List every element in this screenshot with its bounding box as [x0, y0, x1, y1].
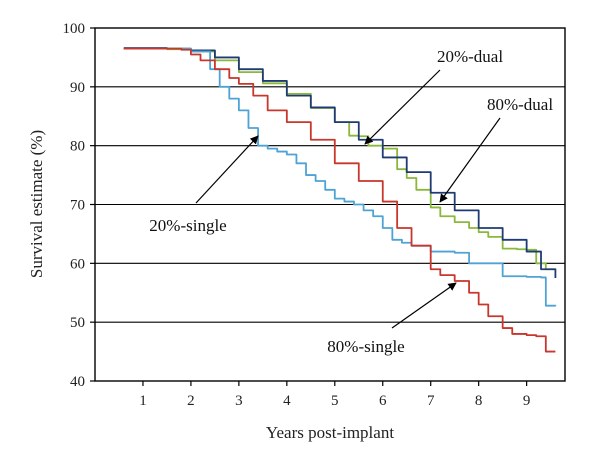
gridlines	[95, 86, 565, 323]
y-tick-label: 80	[70, 139, 85, 155]
y-axis-label: Survival estimate (%)	[27, 130, 46, 278]
y-tick-label: 40	[70, 374, 85, 390]
series-line-80-single	[123, 47, 556, 353]
arrow-80-single	[391, 282, 457, 329]
annotation-20-single: 20%-single	[149, 216, 226, 235]
x-tick-label: 6	[379, 393, 387, 409]
x-tick-label: 8	[475, 393, 483, 409]
y-axis-ticks: 40 50 60 70 80 90 100	[63, 21, 95, 390]
y-tick-label: 100	[63, 21, 86, 37]
y-tick-label: 90	[70, 80, 85, 96]
x-axis-ticks: 1 2 3 4 5 6 7 8 9	[139, 381, 530, 409]
annotation-20-dual: 20%-dual	[437, 47, 503, 66]
arrow-20-dual	[364, 69, 441, 145]
series-line-20-single	[123, 47, 557, 307]
y-tick-label: 70	[70, 198, 85, 214]
series-lines	[123, 47, 557, 353]
annotation-80-single: 80%-single	[327, 337, 404, 356]
annotation-80-dual: 80%-dual	[487, 95, 553, 114]
x-tick-label: 9	[523, 393, 531, 409]
x-tick-label: 7	[427, 393, 435, 409]
y-tick-label: 50	[70, 315, 85, 331]
x-tick-label: 4	[283, 393, 291, 409]
x-tick-label: 2	[187, 393, 195, 409]
x-tick-label: 5	[331, 393, 339, 409]
y-tick-label: 60	[70, 256, 85, 272]
series-line-80-dual	[123, 47, 557, 279]
x-tick-label: 1	[139, 393, 147, 409]
arrow-80-dual	[439, 117, 501, 203]
x-tick-label: 3	[235, 393, 243, 409]
series-line-20-dual	[123, 47, 557, 271]
x-axis-label: Years post-implant	[266, 423, 394, 442]
arrow-20-single	[195, 135, 259, 204]
